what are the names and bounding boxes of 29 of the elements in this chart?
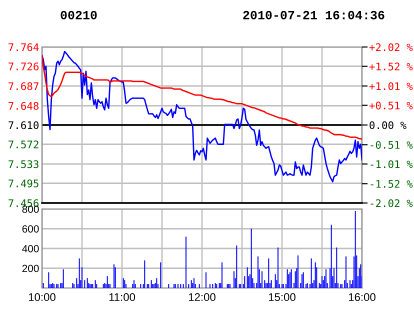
chart-title: 00210 — [60, 10, 97, 20]
y2-tick-label: +0.51 % — [369, 102, 413, 110]
x-tick-label: 15:00 — [268, 293, 296, 302]
y2-tick-label: -1.01 % — [370, 160, 413, 168]
y-tick-label: 7.687 — [8, 82, 38, 90]
y2-tick-label: +1.52 % — [369, 62, 413, 70]
y-tick-label: 7.495 — [8, 180, 38, 188]
y-tick-label: 7.648 — [8, 102, 39, 110]
y2-tick-label: +1.01 % — [369, 82, 413, 90]
y-tick-label: 7.610 — [8, 121, 39, 130]
chart-subtitle: 2010-07-21 16:04:36 — [243, 10, 384, 20]
y-tick-label: 7.572 — [8, 140, 38, 148]
y-tick-label: 600 — [22, 225, 39, 233]
y-tick-label: 7.533 — [8, 160, 38, 168]
y2-tick-label: -1.52 % — [370, 180, 413, 188]
y-tick-label: 7.726 — [8, 62, 39, 70]
y2-tick-label: -0.51 % — [370, 140, 413, 149]
y2-tick-label: 0.00 % — [370, 121, 406, 130]
y-tick-label: 7.456 — [8, 199, 39, 208]
y-tick-label: 800 — [22, 206, 39, 213]
x-tick-label: 12:00 — [188, 293, 216, 302]
y2-tick-label: -2.02 % — [370, 199, 413, 208]
y-tick-label: 7.764 — [8, 43, 39, 52]
y-tick-label: 200 — [22, 264, 39, 272]
x-tick-label: 11:00 — [109, 293, 136, 302]
x-tick-label: 16:00 — [348, 293, 376, 302]
y2-tick-label: +2.02 % — [369, 43, 413, 52]
x-tick-label: 10:00 — [28, 293, 56, 302]
y-tick-label: 400 — [22, 245, 39, 252]
